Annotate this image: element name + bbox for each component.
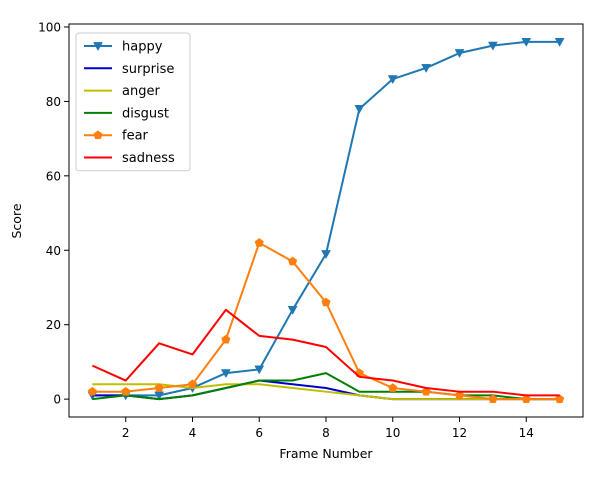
data-point-fear	[421, 386, 431, 396]
data-point-fear	[555, 394, 565, 404]
legend-marker	[93, 130, 103, 140]
series-fear	[87, 238, 565, 404]
legend-item-disgust: disgust	[84, 106, 169, 121]
series-happy	[87, 38, 565, 401]
series-line-disgust	[92, 372, 560, 401]
data-point-happy	[487, 41, 498, 51]
data-point-fear	[521, 394, 531, 404]
legend-label: fear	[122, 129, 149, 144]
series-line-anger	[92, 383, 560, 401]
x-tick-label: 2	[122, 426, 130, 440]
data-point-happy	[254, 365, 265, 375]
legend: happy surprise anger disgust fear sadness	[75, 32, 191, 172]
data-point-happy	[354, 105, 365, 114]
legend-item-anger: anger	[84, 84, 160, 99]
legend-label: sadness	[122, 151, 175, 166]
series-line-sadness	[91, 308, 560, 397]
data-point-happy	[454, 49, 465, 59]
legend-item-fear: fear	[84, 129, 149, 144]
legend-item-sadness: sadness	[84, 151, 175, 166]
series-anger	[92, 383, 560, 401]
data-point-fear	[321, 297, 331, 307]
data-point-happy	[287, 305, 298, 315]
data-point-happy	[521, 38, 532, 47]
series-disgust	[92, 372, 560, 401]
x-tick-label: 14	[519, 426, 534, 440]
data-point-fear	[187, 379, 198, 389]
legend-label: happy	[122, 40, 163, 55]
legend-marker	[93, 42, 103, 52]
y-axis-label: Score	[9, 203, 24, 238]
data-point-fear	[154, 383, 164, 392]
x-tick-label: 12	[452, 426, 467, 440]
data-point-happy	[321, 250, 331, 260]
series-layer	[87, 38, 565, 404]
y-tick-label: 20	[46, 318, 61, 332]
legend-label: disgust	[122, 106, 169, 121]
y-tick-label: 60	[46, 169, 61, 183]
x-tick-label: 4	[189, 426, 197, 440]
legend-item-happy: happy	[84, 40, 163, 55]
data-point-happy	[387, 75, 398, 85]
data-point-happy	[220, 369, 231, 379]
y-tick-label: 0	[53, 393, 61, 407]
data-point-fear	[121, 386, 131, 396]
data-point-fear	[221, 334, 231, 344]
y-axis-ticks: 0 20 40 60 80 100	[38, 20, 69, 407]
x-tick-label: 8	[322, 426, 330, 440]
series-sadness	[91, 308, 560, 397]
y-tick-label: 100	[38, 20, 61, 34]
y-tick-label: 40	[46, 244, 61, 258]
data-point-fear	[288, 256, 298, 266]
data-point-fear	[454, 390, 465, 400]
x-tick-label: 10	[385, 426, 400, 440]
x-axis-label: Frame Number	[279, 446, 373, 461]
legend-item-surprise: surprise	[84, 62, 174, 77]
legend-label: anger	[122, 84, 160, 99]
y-tick-label: 80	[46, 95, 61, 109]
data-point-fear	[488, 394, 498, 404]
data-point-happy	[554, 38, 565, 47]
data-point-fear	[388, 383, 398, 392]
data-point-fear	[87, 386, 97, 396]
legend-label: surprise	[122, 62, 174, 77]
x-tick-label: 6	[255, 426, 263, 440]
data-point-happy	[421, 64, 432, 73]
data-point-fear	[254, 238, 264, 247]
x-axis-ticks: 2 4 6 8 10 12 14	[122, 417, 534, 440]
series-line-fear	[92, 241, 560, 401]
